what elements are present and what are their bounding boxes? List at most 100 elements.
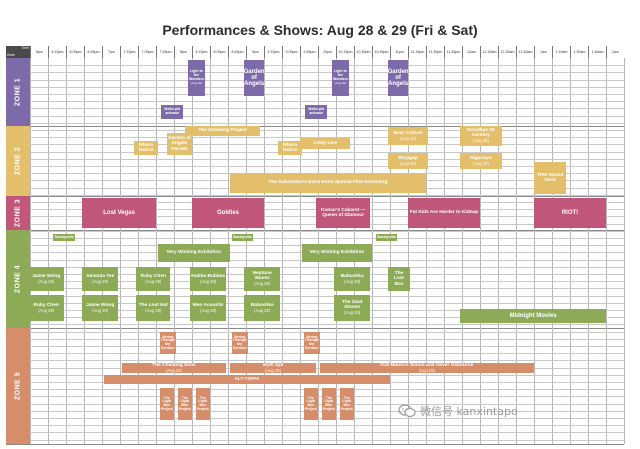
event-date: (Aug 28) — [344, 278, 361, 284]
column-gridline — [408, 58, 409, 444]
zone-label: ZONE 5 — [14, 371, 22, 401]
event-block: Bharo Nation — [278, 141, 302, 155]
time-label: 7.15pm — [120, 46, 138, 58]
time-label: 11pm — [390, 46, 408, 58]
row-gridline — [30, 65, 624, 67]
event-block: Garden of Angels Parade — [166, 133, 192, 155]
column-gridline — [264, 58, 265, 444]
column-gridline — [588, 58, 589, 444]
time-label: 1.15am — [552, 46, 570, 58]
event-block: The Dondang Project — [184, 126, 261, 136]
event-block: The Lost Hat (Aug 29) — [136, 295, 171, 321]
time-label: 10.15pm — [336, 46, 354, 58]
column-gridline — [480, 58, 481, 444]
row-gridline — [30, 288, 624, 290]
time-label: 7pm — [102, 46, 120, 58]
event-title: Hubba Bubbas — [191, 273, 226, 279]
event-title: Bear Culture — [393, 130, 423, 136]
event-title: Garden of Angels — [388, 68, 408, 88]
row-gridline — [30, 317, 624, 319]
row-gridline — [30, 137, 624, 139]
event-block: Kumar's Cabaret — Queen of Glamour — [316, 198, 371, 228]
event-title: The Light Box Project — [304, 395, 317, 411]
watermark: 微信号 kanxintapo — [398, 399, 630, 423]
row-gridline — [30, 194, 624, 196]
column-gridline — [102, 58, 103, 444]
event-title: Goodbye 20 Century — [467, 128, 495, 139]
time-label: 7.45pm — [156, 46, 174, 58]
time-label: 1am — [534, 46, 552, 58]
event-block: Neptune Waves (Aug 28) — [244, 267, 281, 291]
time-label: 12.15am — [480, 46, 498, 58]
time-label: 1.30am — [570, 46, 588, 58]
time-label: 2am — [606, 46, 624, 58]
event-title: Jaime Wong — [32, 273, 61, 279]
zone-tab: ZONE 3 — [6, 196, 30, 230]
event-block: Goodbye 20 Century (Aug 28) — [460, 126, 502, 146]
schedule-grid: Time Zone 6pm 6.15pm 6.30pm 6.45pm 7pm 7.15pm… — [6, 46, 625, 445]
event-title: Seeing Through the Corridor — [160, 334, 175, 350]
event-date: (Aug 29) — [92, 307, 109, 313]
event-block: Men Acoustic (Aug 29) — [190, 295, 227, 321]
event-block: The Light Box Project — [159, 388, 174, 420]
time-label: 9.15pm — [264, 46, 282, 58]
event-date: (Aug 29) — [145, 307, 162, 313]
time-label: 11.45pm — [444, 46, 462, 58]
event-title: Light to the Wonders — [333, 69, 348, 81]
time-label: 9pm — [246, 46, 264, 58]
event-title: Midnight Movies — [509, 312, 557, 319]
event-title: Garden of Angels — [244, 68, 264, 88]
column-gridline — [30, 58, 31, 444]
event-block: TPM Sound Deck — [534, 162, 567, 194]
event-block: The Glad Stones (Aug 29) — [334, 295, 371, 321]
event-date: (Aug 28) — [472, 138, 489, 144]
event-title: Molto più animato — [308, 107, 324, 115]
event-block: Ruby Chen (Aug 29) — [28, 295, 65, 321]
event-title: The Substation's Extra Extra Special Fil… — [268, 180, 388, 186]
column-gridline — [498, 58, 499, 444]
row-gridline — [30, 266, 624, 268]
column-gridline — [462, 58, 463, 444]
row-gridline — [30, 158, 624, 160]
column-gridline — [624, 58, 625, 444]
column-gridline — [534, 58, 535, 444]
event-title: Molto più animato — [164, 107, 180, 115]
zone-label: ZONE 4 — [14, 264, 22, 294]
event-date: (Aug 29) — [200, 307, 217, 313]
row-gridline — [30, 115, 624, 117]
event-title: Seeing Through the Corridor — [304, 334, 319, 350]
row-gridline — [30, 101, 624, 103]
column-gridline — [606, 58, 607, 444]
event-block: DJs Maurice Simon and Oliver Osbourne (Au… — [319, 363, 534, 373]
event-block: Diganayu (Aug 29) — [460, 153, 502, 169]
row-gridline — [30, 302, 624, 304]
event-title: Diganayu — [470, 155, 492, 161]
event-title: The Light Box Project — [196, 395, 209, 411]
event-block: Light to the Wonders (Aug 29) — [188, 60, 205, 96]
event-block: Seeing Through the Corridor — [303, 332, 320, 354]
event-date: (Aug 29) — [254, 307, 271, 313]
event-block: Garden of Angels — [388, 60, 408, 96]
row-gridline — [30, 94, 624, 95]
time-label: 12.45am — [516, 46, 534, 58]
event-block: The Light Box Project — [177, 388, 192, 420]
event-date: (Aug 28) — [38, 278, 55, 284]
event-block: Bear Culture (Aug 28) — [388, 127, 428, 145]
time-label: 10.30pm — [354, 46, 372, 58]
event-block: Babushka (Aug 29) — [244, 295, 281, 321]
row-gridline — [30, 86, 624, 88]
row-gridline — [30, 295, 624, 297]
event-title: Very Wishing Exhibition — [166, 250, 222, 256]
row-gridline — [30, 230, 624, 232]
event-title: Lindy Live — [313, 140, 338, 146]
event-title: The Glad Stones — [341, 300, 363, 311]
event-title: The Light Box Project — [340, 395, 353, 411]
column-gridline — [48, 58, 49, 444]
event-title: Bharo Nation — [138, 142, 154, 153]
event-block: RIOT! — [534, 198, 606, 228]
column-gridline — [156, 58, 157, 444]
page-title: Performances & Shows: Aug 28 & 29 (Fri &… — [162, 22, 478, 38]
time-label: 6pm — [30, 46, 48, 58]
row-gridline — [30, 72, 624, 74]
time-label: 10.45pm — [372, 46, 390, 58]
